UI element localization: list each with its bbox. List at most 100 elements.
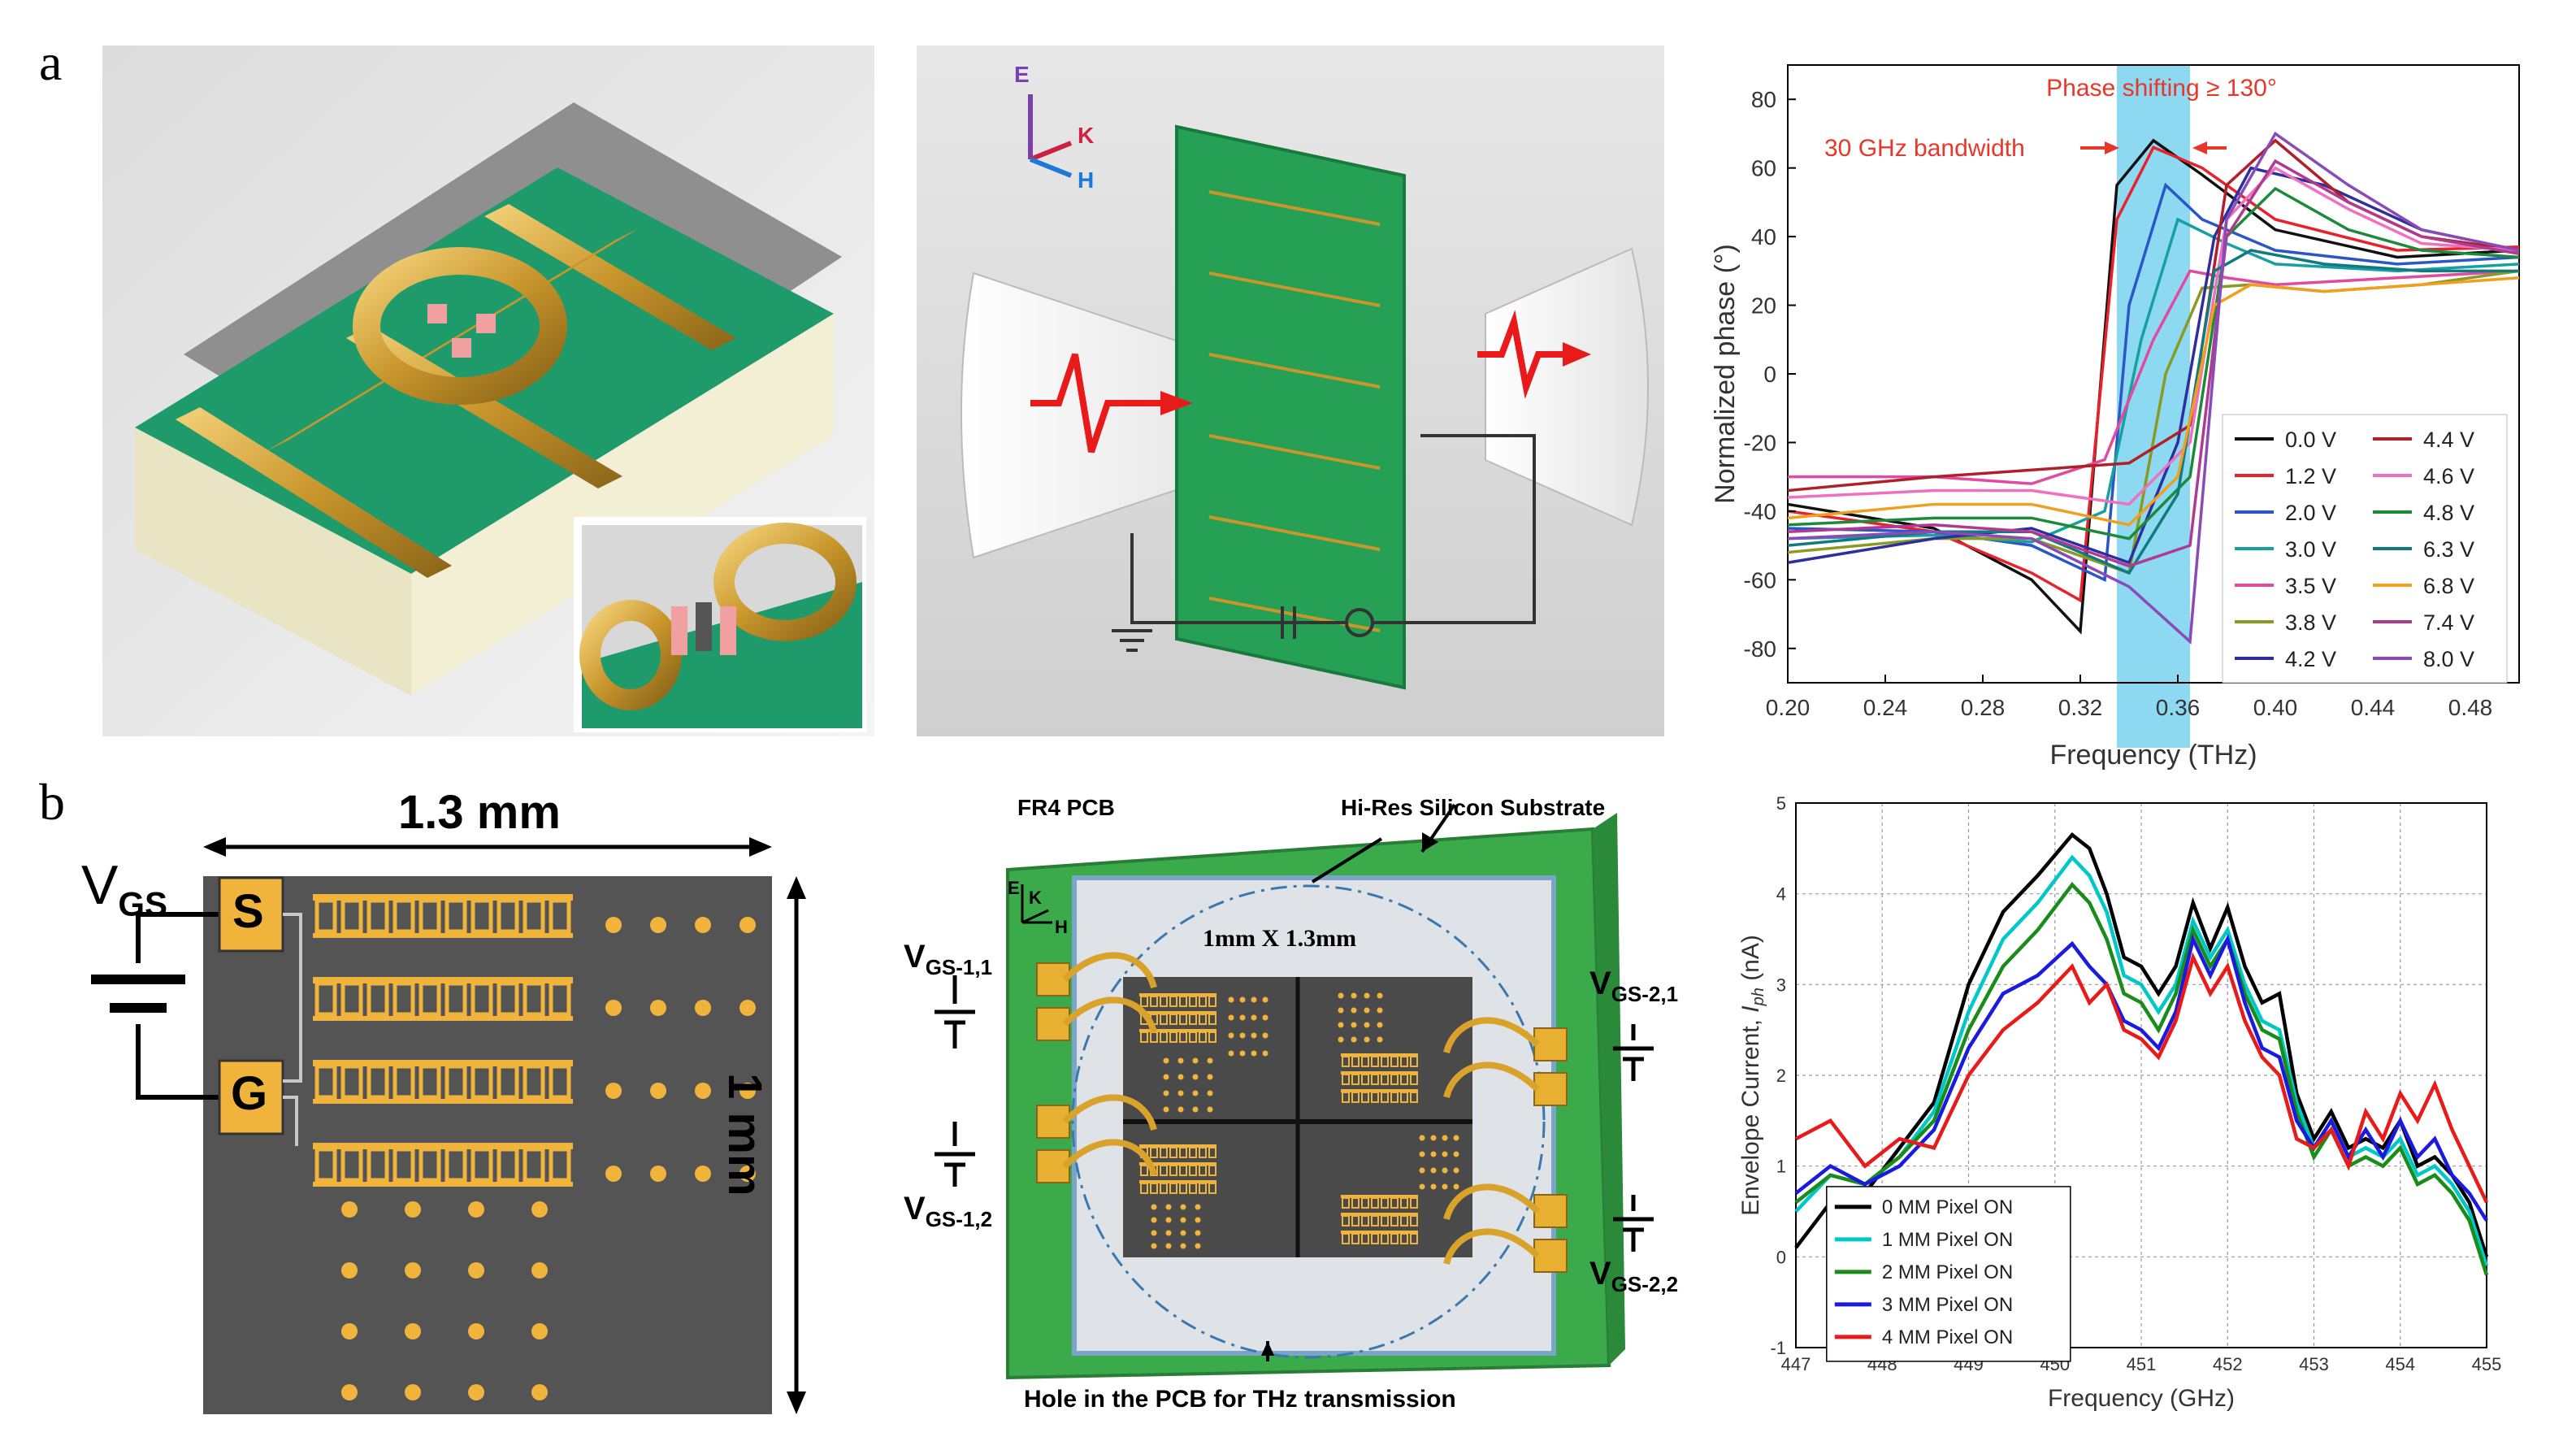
x-axis-label: Frequency (THz)	[2049, 740, 2257, 771]
x-tick-label: 453	[2299, 1354, 2329, 1374]
series-line-11	[1787, 276, 2520, 527]
axis-indicator-b2: E K H	[1008, 878, 1068, 937]
legend-entry-2: 4 MM Pixel ON	[1882, 1326, 2013, 1348]
y-tick-label: 0	[1776, 1247, 1786, 1267]
axis-b2-k: K	[1029, 888, 1042, 908]
pixel-dot	[405, 1384, 421, 1400]
pixel-dot	[468, 1262, 484, 1279]
y-axis-label-2-var: I	[1737, 1005, 1764, 1012]
meander-array	[313, 894, 573, 1187]
x-tick-label: 454	[2385, 1354, 2415, 1374]
pixel-dot	[605, 917, 622, 933]
substrate-label: Hi-Res Silicon Substrate	[1341, 795, 1606, 820]
phase-chart: 0.20 0.24 0.28 0.32 0.36 0.40 0.44 0.48 -80 -60 -4…	[1710, 64, 2520, 771]
panel-label-a: a	[39, 33, 63, 91]
pixel-dot	[531, 1201, 548, 1218]
pixel-dot	[468, 1201, 484, 1218]
pixel-dot	[695, 1000, 711, 1016]
y-axis-label-2: Envelope Current, Iph (nA)	[1737, 935, 1767, 1216]
pixel-layout-drawing	[91, 837, 806, 1414]
series-line-4	[1788, 269, 2520, 485]
x-tick-label: 0.24	[1863, 695, 1908, 720]
pixel-dot	[468, 1323, 484, 1339]
x-tick-label: 452	[2213, 1354, 2243, 1374]
vgs-22-main: V	[1589, 1256, 1611, 1292]
y-tick-label: 3	[1776, 975, 1786, 995]
legend-entry-2: 1 MM Pixel ON	[1882, 1229, 2013, 1251]
gate-label: G	[231, 1067, 268, 1120]
axis-e-label: E	[1014, 62, 1030, 87]
hole-label: Hole in the PCB for THz transmission	[1024, 1386, 1456, 1413]
source-label: S	[232, 885, 264, 938]
y-tick-label: 40	[1751, 224, 1776, 250]
pixel-dot-grid	[341, 917, 756, 1400]
y-tick-label: 1	[1776, 1157, 1786, 1177]
pixel-dot	[695, 917, 711, 933]
pixel-dot	[531, 1262, 548, 1279]
pixel-dot	[739, 917, 756, 933]
current-series-line-3	[1794, 933, 2488, 1222]
band-arrow-left-head	[2105, 141, 2119, 154]
y-tick-label: -20	[1744, 430, 1776, 455]
legend-entry: 2.0 V	[2285, 501, 2336, 525]
y-axis-label-2-sub: ph	[1750, 988, 1767, 1006]
legend-entry: 7.4 V	[2423, 610, 2474, 635]
pixel-dot	[695, 1166, 711, 1182]
device-render-a1	[102, 46, 874, 736]
x-tick-label: 455	[2472, 1354, 2502, 1374]
bandwidth-annotation: 30 GHz bandwidth	[1824, 135, 2025, 162]
pixel-dot	[405, 1201, 421, 1218]
legend-entry: 3.5 V	[2285, 574, 2336, 598]
axis-h-label: H	[1078, 167, 1094, 193]
legend-entry: 6.3 V	[2423, 537, 2474, 562]
x-tick-label: 0.40	[2253, 695, 2298, 720]
pixel-dot	[739, 1166, 756, 1182]
vgs-12-label: VGS-1,2	[904, 1191, 992, 1232]
legend-entry: 3.0 V	[2285, 537, 2336, 562]
legend-entry: 4.6 V	[2423, 464, 2474, 488]
y-tick-label: -60	[1744, 567, 1776, 593]
x-tick-label: 0.36	[2156, 695, 2201, 720]
legend-entry: 6.8 V	[2423, 574, 2474, 598]
width-label: 1.3 mm	[398, 786, 561, 839]
pixel-dot	[405, 1323, 421, 1339]
pixel-dot	[341, 1201, 358, 1218]
packaged-array-drawing: E K H	[935, 803, 1654, 1380]
pixel-dot	[739, 1083, 756, 1099]
y-tick-label: 60	[1751, 156, 1776, 181]
pixel-dot	[531, 1323, 548, 1339]
vgs-21-main: V	[1589, 966, 1611, 1001]
vgs-11-sub: GS-1,1	[925, 955, 993, 979]
pixel-dot	[739, 1000, 756, 1016]
current-series-line-1	[1794, 854, 2489, 1267]
series-line-12	[1787, 158, 2520, 568]
x-tick-label: 0.20	[1766, 695, 1811, 720]
size-label: 1mm X 1.3mm	[1203, 925, 1357, 952]
legend-entry: 3.8 V	[2285, 610, 2336, 635]
y-tick-label: 80	[1751, 87, 1776, 112]
current-series-line-4	[1794, 952, 2489, 1204]
pixel-dot	[650, 1166, 666, 1182]
vgs-12-sub: GS-1,2	[925, 1207, 993, 1231]
y-tick-label: -40	[1744, 499, 1776, 524]
y-axis-label-2-unit: (nA)	[1737, 935, 1764, 988]
x-tick-label: 0.32	[2058, 695, 2103, 720]
vgs-11-label: VGS-1,1	[904, 939, 992, 980]
pcb-label: FR4 PCB	[1017, 795, 1115, 820]
x-tick-label: 0.44	[2351, 695, 2396, 720]
packaged-array-panel: E K H FR4 PCB Hi-Res Silicon Substrate 1…	[886, 780, 1706, 1430]
vgs-12-main: V	[904, 1191, 926, 1226]
vgs-sub: GS	[118, 884, 168, 923]
pixel-dot	[650, 1000, 666, 1016]
pcb-hole-outline	[1071, 884, 1546, 1359]
y-tick-label: 2	[1776, 1066, 1786, 1086]
series-line-0	[1787, 138, 2520, 635]
height-label: 1 mm	[718, 1073, 771, 1196]
vgs-21-sub: GS-2,1	[1611, 982, 1679, 1006]
legend-entry: 4.8 V	[2423, 501, 2474, 525]
axis-k-label: K	[1078, 123, 1094, 148]
x-tick-label: 447	[1781, 1354, 1811, 1374]
pixel-layout-panel: 1.3 mm 1 mm VGS S G	[81, 780, 861, 1430]
pixel-dot	[341, 1323, 358, 1339]
legend-entry: 4.4 V	[2423, 428, 2474, 452]
